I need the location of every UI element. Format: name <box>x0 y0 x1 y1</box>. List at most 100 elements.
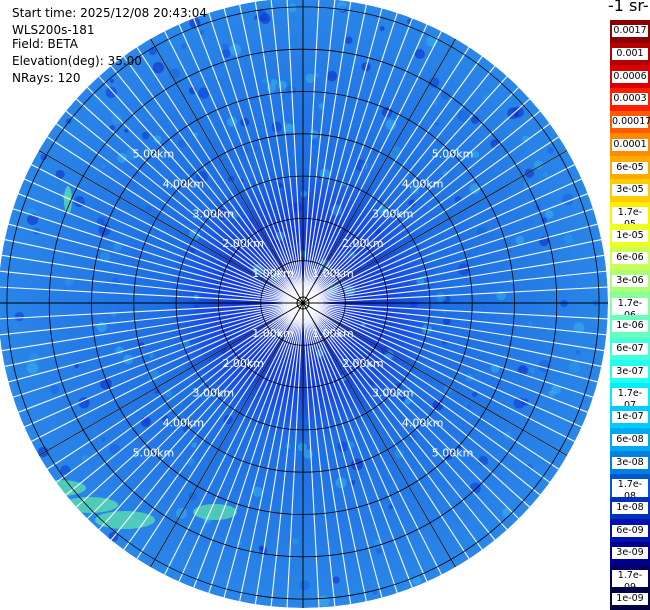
range-label: 1.00km <box>252 327 294 340</box>
azimuth-line <box>38 150 304 304</box>
backscatter-speckle <box>568 361 580 373</box>
backscatter-speckle <box>255 9 267 21</box>
backscatter-speckle <box>412 576 422 586</box>
colorbar-tick-label: 0.0003 <box>612 93 648 106</box>
plume-patch <box>64 186 72 214</box>
backscatter-speckle <box>374 539 381 546</box>
azimuth-line <box>38 302 304 456</box>
colorbar: 0.0017 0.001 0.0006 0.0003 0.00017 0.0001 6e-0… <box>610 20 650 610</box>
range-label: 5.00km <box>133 147 175 160</box>
azimuth-line <box>302 150 568 304</box>
backscatter-speckle <box>326 70 338 82</box>
backscatter-speckle <box>105 86 117 99</box>
backscatter-speckle <box>288 3 297 13</box>
backscatter-speckle <box>409 185 420 195</box>
backscatter-speckle <box>154 389 159 394</box>
colorbar-tick-label: 6e-07 <box>612 343 648 356</box>
backscatter-speckle <box>440 91 450 100</box>
backscatter-speckle <box>297 442 307 452</box>
backscatter-speckle <box>469 183 481 195</box>
backscatter-speckle <box>315 72 320 78</box>
backscatter-speckle <box>375 547 383 555</box>
backscatter-speckle <box>142 131 150 140</box>
backscatter-speckle <box>245 301 251 307</box>
range-label: 3.00km <box>192 207 234 220</box>
backscatter-speckle <box>434 121 439 126</box>
instrument-label: WLS200s-181 <box>12 23 95 37</box>
backscatter-speckle <box>221 48 231 58</box>
colorbar-tick-label: 0.0006 <box>612 70 648 83</box>
azimuth-line <box>302 302 456 568</box>
colorbar-tick-label: 1e-07 <box>612 411 648 424</box>
range-label: 2.00km <box>222 237 264 250</box>
colorbar-tick-label: 3e-07 <box>612 365 648 378</box>
colorbar-tick-label: 1e-06 <box>612 320 648 333</box>
range-label: 3.00km <box>192 387 234 400</box>
colorbar-tick-label: 1e-05 <box>612 229 648 242</box>
backscatter-speckle <box>117 152 128 163</box>
backscatter-speckle <box>152 61 164 74</box>
backscatter-speckle <box>341 250 352 262</box>
backscatter-speckle <box>388 504 394 510</box>
backscatter-speckle <box>101 163 106 168</box>
colorbar-tick-label: 6e-09 <box>612 524 648 537</box>
backscatter-speckle <box>337 441 348 452</box>
backscatter-speckle <box>548 389 556 397</box>
colorbar-tick-label: 3e-06 <box>612 274 648 287</box>
backscatter-speckle <box>109 78 115 84</box>
backscatter-speckle <box>252 486 263 497</box>
backscatter-speckle <box>300 190 308 198</box>
colorbar-tick-label: 6e-05 <box>612 161 648 174</box>
backscatter-speckle <box>49 384 60 395</box>
azimuth-line <box>150 302 304 568</box>
backscatter-speckle <box>318 595 330 607</box>
azimuth-line <box>302 302 568 456</box>
backscatter-speckle <box>394 448 405 459</box>
backscatter-speckle <box>277 182 283 188</box>
backscatter-speckle <box>372 590 378 595</box>
colorbar-tick-label: 6e-08 <box>612 433 648 446</box>
backscatter-speckle <box>96 216 107 227</box>
backscatter-speckle <box>14 311 25 322</box>
backscatter-speckle <box>442 170 449 177</box>
backscatter-speckle <box>414 48 425 60</box>
backscatter-speckle <box>457 445 463 450</box>
range-label: 3.00km <box>372 387 414 400</box>
backscatter-speckle <box>347 441 355 449</box>
backscatter-speckle <box>305 73 315 84</box>
backscatter-speckle <box>40 153 48 161</box>
backscatter-speckle <box>490 139 500 149</box>
backscatter-speckle <box>113 242 122 252</box>
backscatter-speckle <box>198 87 210 99</box>
range-label: 5.00km <box>432 147 474 160</box>
range-label: 5.00km <box>432 447 474 460</box>
range-label: 4.00km <box>163 417 205 430</box>
backscatter-speckle <box>338 357 347 365</box>
plume-patch <box>193 504 237 520</box>
backscatter-speckle <box>410 300 418 308</box>
backscatter-speckle <box>515 235 525 245</box>
backscatter-speckle <box>299 580 310 591</box>
backscatter-speckle <box>502 507 512 518</box>
range-label: 2.00km <box>222 357 264 370</box>
backscatter-speckle <box>466 404 472 410</box>
plume-patch <box>34 480 86 496</box>
backscatter-speckle <box>277 80 287 90</box>
backscatter-speckle <box>374 227 381 234</box>
backscatter-speckle <box>575 350 581 355</box>
backscatter-speckle <box>478 455 489 466</box>
colorbar-tick-label: 3e-05 <box>612 184 648 197</box>
backscatter-speckle <box>222 43 229 50</box>
backscatter-speckle <box>149 353 155 359</box>
backscatter-speckle <box>271 121 283 133</box>
backscatter-speckle <box>546 146 554 154</box>
backscatter-speckle <box>258 545 265 551</box>
backscatter-speckle <box>476 226 487 237</box>
backscatter-speckle <box>482 94 489 101</box>
backscatter-speckle <box>472 391 478 397</box>
backscatter-speckle <box>109 124 115 131</box>
backscatter-speckle <box>457 110 470 122</box>
range-label: 4.00km <box>402 177 444 190</box>
backscatter-speckle <box>330 204 342 216</box>
azimuth-lines <box>0 0 608 608</box>
